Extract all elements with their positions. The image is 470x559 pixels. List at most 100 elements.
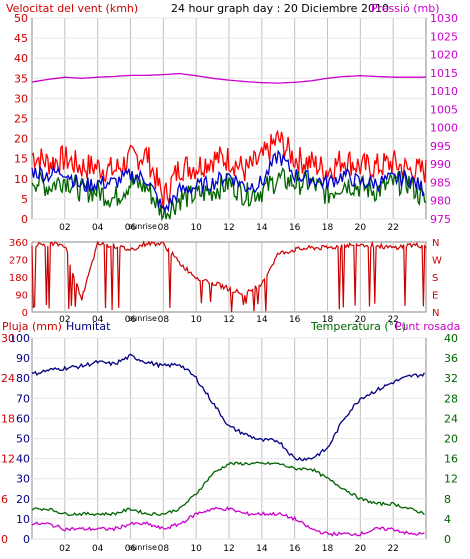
compass-label: N bbox=[432, 308, 439, 319]
y2-tick-label: 1010 bbox=[430, 85, 458, 98]
temperature-title: Temperatura (°C) bbox=[310, 320, 406, 333]
compass-label: W bbox=[432, 256, 442, 267]
panel2-series bbox=[31, 240, 427, 313]
humidity-tick-label: 10 bbox=[16, 513, 30, 526]
panel3-right-ticks: 0 4 8 12 16 20 24 28 32 36 40 bbox=[444, 332, 458, 546]
y-tick-label: 0 bbox=[21, 213, 28, 226]
y2-tick-label: 985 bbox=[430, 176, 451, 189]
x-tick-label: 10 bbox=[190, 223, 202, 233]
x-tick-label: 06 bbox=[125, 315, 137, 325]
compass-label: E bbox=[432, 291, 438, 302]
x-tick-label: 12 bbox=[223, 223, 234, 233]
y-tick-label: 10 bbox=[14, 173, 28, 186]
dir-tick-label: 360 bbox=[9, 238, 28, 249]
wind-direction-line bbox=[31, 240, 427, 313]
graph-title: 24 hour graph day : 20 Diciembre 2010 bbox=[171, 2, 389, 15]
humidity-tick-label: 100 bbox=[9, 332, 30, 345]
humidity-tick-label: 20 bbox=[16, 493, 30, 506]
y-tick-label: 5 bbox=[21, 193, 28, 206]
dew-point-title: Punt rosada bbox=[395, 320, 460, 333]
panel3-left-ticks: 0 10 20 30 40 50 60 70 80 90 100 0 6 12 18 24 30 bbox=[1, 332, 30, 546]
humidity-line bbox=[31, 353, 425, 462]
x-tick-label: 18 bbox=[322, 223, 334, 233]
x-tick-label: 16 bbox=[289, 315, 301, 325]
x-tick-label: 12 bbox=[223, 544, 234, 554]
temp-tick-label: 40 bbox=[444, 332, 458, 345]
humidity-tick-label: 0 bbox=[23, 533, 30, 546]
humidity-tick-label: 30 bbox=[16, 473, 30, 486]
pressure-title: Pressió (mb) bbox=[371, 2, 440, 15]
x-tick-label: 14 bbox=[256, 223, 268, 233]
y2-tick-label: 995 bbox=[430, 140, 451, 153]
y2-tick-label: 1015 bbox=[430, 67, 458, 80]
x-tick-label: 06 bbox=[125, 223, 137, 233]
panel1-sunrise-label: sunrise bbox=[128, 222, 157, 231]
x-tick-label: 02 bbox=[59, 223, 70, 233]
humidity-tick-label: 90 bbox=[16, 352, 30, 365]
x-tick-label: 20 bbox=[355, 544, 367, 554]
y2-tick-label: 990 bbox=[430, 158, 451, 171]
y2-tick-label: 1020 bbox=[430, 49, 458, 62]
panel1-right-ticks: 975 980 985 990 995 1000 1005 1010 1015 1020 1025 1… bbox=[430, 12, 458, 226]
panel1-left-ticks: 0 5 10 15 20 25 30 35 40 45 50 bbox=[14, 12, 28, 226]
rain-tick-label: 24 bbox=[1, 372, 15, 385]
rain-title: Pluja (mm) bbox=[2, 320, 62, 333]
dir-tick-label: 180 bbox=[9, 273, 28, 284]
y-tick-label: 45 bbox=[14, 32, 28, 45]
temp-tick-label: 8 bbox=[444, 493, 451, 506]
rain-tick-label: 0 bbox=[1, 533, 8, 546]
y2-tick-label: 1025 bbox=[430, 30, 458, 43]
x-tick-label: 02 bbox=[59, 544, 70, 554]
y-tick-label: 25 bbox=[14, 113, 28, 126]
y-tick-label: 50 bbox=[14, 12, 28, 25]
x-tick-label: 14 bbox=[256, 315, 268, 325]
temp-tick-label: 36 bbox=[444, 352, 458, 365]
humidity-tick-label: 50 bbox=[16, 433, 30, 446]
panel2-left-ticks: 360 270 180 90 0 bbox=[9, 238, 28, 319]
x-tick-label: 16 bbox=[289, 544, 301, 554]
x-tick-label: 22 bbox=[387, 223, 398, 233]
x-tick-label: 18 bbox=[322, 544, 334, 554]
wind-gust-line bbox=[31, 129, 427, 210]
dew-point-line bbox=[31, 506, 425, 537]
x-tick-label: 08 bbox=[158, 223, 170, 233]
x-tick-label: 14 bbox=[256, 544, 268, 554]
y-tick-label: 35 bbox=[14, 72, 28, 85]
temp-tick-label: 32 bbox=[444, 372, 458, 385]
x-tick-label: 10 bbox=[190, 315, 202, 325]
y2-tick-label: 1030 bbox=[430, 12, 458, 25]
x-tick-label: 18 bbox=[322, 315, 334, 325]
wind-avg-line bbox=[31, 149, 425, 213]
y2-tick-label: 1005 bbox=[430, 103, 458, 116]
panel3-sunrise-label: sunrise bbox=[128, 543, 157, 552]
humidity-tick-label: 60 bbox=[16, 412, 30, 425]
rain-tick-label: 18 bbox=[1, 412, 15, 425]
y-tick-label: 15 bbox=[14, 153, 28, 166]
y-tick-label: 20 bbox=[14, 133, 28, 146]
rain-tick-label: 12 bbox=[1, 453, 15, 466]
dir-tick-label: 270 bbox=[9, 256, 28, 267]
temp-tick-label: 20 bbox=[444, 433, 458, 446]
panel3-x-ticks: 02 04 06 08 10 12 14 16 18 20 22 bbox=[59, 544, 399, 554]
x-tick-label: 20 bbox=[355, 315, 367, 325]
rain-tick-label: 6 bbox=[1, 493, 8, 506]
temp-tick-label: 28 bbox=[444, 392, 458, 405]
x-tick-label: 04 bbox=[92, 544, 104, 554]
x-tick-label: 08 bbox=[158, 544, 170, 554]
x-tick-label: 02 bbox=[59, 315, 70, 325]
panel1-x-ticks: 02 04 06 08 10 12 14 16 18 20 22 bbox=[59, 223, 399, 233]
y2-tick-label: 1000 bbox=[430, 122, 458, 135]
pressure-line bbox=[31, 72, 426, 84]
dir-tick-label: 0 bbox=[22, 308, 28, 319]
y-tick-label: 30 bbox=[14, 92, 28, 105]
x-tick-label: 16 bbox=[289, 223, 301, 233]
temp-tick-label: 0 bbox=[444, 533, 451, 546]
x-tick-label: 06 bbox=[125, 544, 137, 554]
x-tick-label: 20 bbox=[355, 223, 367, 233]
temp-tick-label: 16 bbox=[444, 453, 458, 466]
x-tick-label: 04 bbox=[92, 223, 104, 233]
panel2-sunrise-label: sunrise bbox=[128, 314, 157, 323]
